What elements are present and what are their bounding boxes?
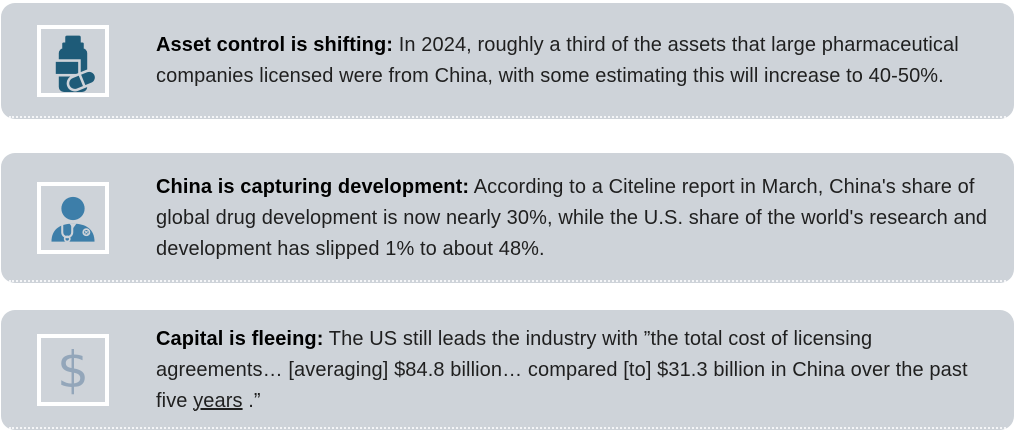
card-body: In 2024, roughly a third of the assets t… bbox=[156, 34, 959, 87]
card-asset-control: Asset control is shifting: In 2024, roug… bbox=[1, 3, 1014, 119]
card-asset-control-text: Asset control is shifting: In 2024, roug… bbox=[156, 30, 988, 92]
years-link[interactable]: years bbox=[193, 389, 243, 412]
card-body: According to a Citeline report in March,… bbox=[156, 175, 988, 260]
card-capital: $ Capital is fleeing: The US still leads… bbox=[1, 310, 1014, 430]
card-body-before: The US still leads the industry with ”th… bbox=[156, 327, 968, 412]
card-title: China is capturing development: bbox=[156, 175, 470, 198]
doctor-icon bbox=[37, 182, 109, 254]
card-development-text: China is capturing development: Accordin… bbox=[156, 172, 988, 265]
card-body-after: .” bbox=[242, 389, 261, 412]
dollar-glyph: $ bbox=[57, 341, 89, 399]
pill-bottle-icon bbox=[37, 25, 109, 97]
card-title: Asset control is shifting: bbox=[156, 34, 394, 56]
dollar-sign-icon: $ bbox=[37, 334, 109, 406]
card-capital-text: Capital is fleeing: The US still leads t… bbox=[156, 324, 988, 417]
card-development: China is capturing development: Accordin… bbox=[1, 153, 1014, 283]
card-title: Capital is fleeing: bbox=[156, 327, 324, 350]
